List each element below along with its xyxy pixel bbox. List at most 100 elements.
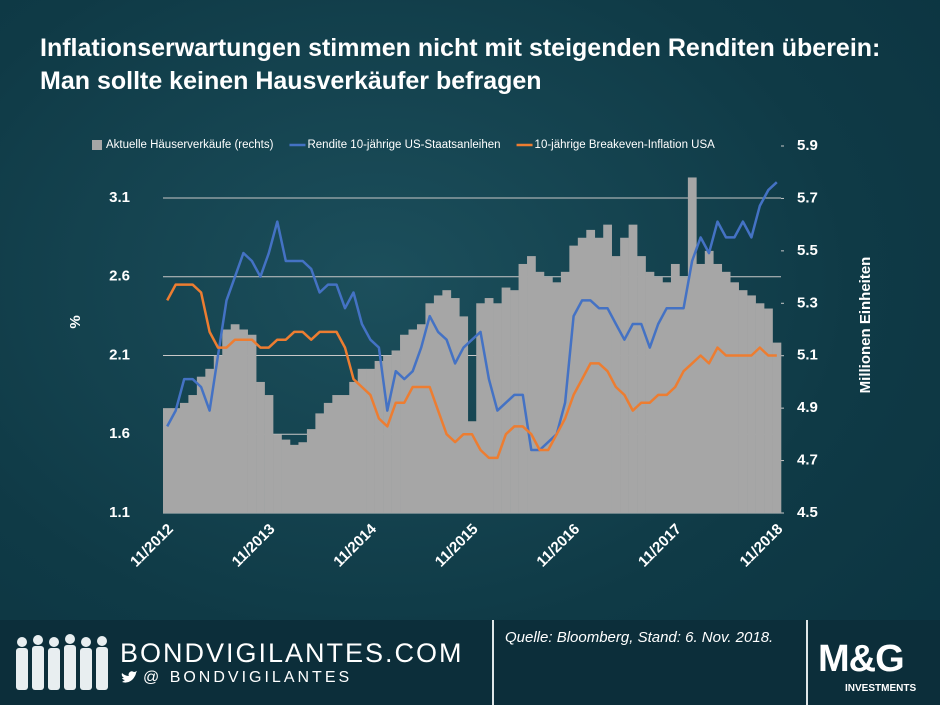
site-name: BONDVIGILANTES.COM bbox=[120, 638, 464, 668]
x-tick-label: 11/2016 bbox=[533, 521, 583, 571]
bar bbox=[163, 408, 172, 513]
bar bbox=[637, 256, 646, 513]
bar bbox=[713, 263, 723, 513]
bar bbox=[747, 295, 756, 513]
bar bbox=[730, 282, 739, 513]
bar bbox=[527, 256, 536, 513]
y2-tick-label: 4.7 bbox=[797, 452, 818, 469]
y2-axis-label: Millionen Einheiten bbox=[857, 257, 874, 394]
bar bbox=[628, 224, 638, 513]
bar bbox=[450, 298, 460, 513]
bar bbox=[433, 295, 443, 513]
divider bbox=[806, 620, 808, 705]
chart-title: Inflationserwartungen stimmen nicht mit … bbox=[40, 34, 881, 95]
legend-label: Rendite 10-jährige US-Staatsanleihen bbox=[307, 139, 500, 151]
y-tick-label: 1.1 bbox=[109, 504, 130, 521]
bar bbox=[755, 303, 765, 513]
twitter-handle: @ BONDVIGILANTES bbox=[143, 669, 353, 686]
bar bbox=[256, 381, 265, 513]
bar bbox=[408, 329, 418, 513]
bar bbox=[510, 290, 519, 513]
x-tick-label: 11/2018 bbox=[737, 521, 787, 571]
y-axis-label: % bbox=[67, 315, 84, 328]
logo: M&G bbox=[818, 638, 905, 680]
bar bbox=[696, 263, 706, 513]
bar bbox=[721, 271, 731, 513]
bar bbox=[332, 395, 342, 513]
legend-swatch bbox=[92, 140, 102, 150]
x-tick-label: 11/2013 bbox=[229, 521, 279, 571]
y2-tick-label: 5.3 bbox=[797, 294, 818, 311]
bar bbox=[764, 308, 773, 513]
bar bbox=[400, 334, 409, 513]
x-tick-label: 11/2015 bbox=[432, 521, 482, 571]
bar bbox=[306, 429, 316, 513]
logo-sub: INVESTMENTS bbox=[845, 683, 917, 694]
bar bbox=[535, 271, 545, 513]
bar bbox=[179, 402, 189, 513]
y-tick-label: 2.6 bbox=[109, 268, 130, 285]
bar bbox=[315, 413, 325, 513]
bar bbox=[264, 395, 274, 513]
chart: 1.1 1.6 2.1 2.6 3.1 4.5 4.7 4.9 5.1 5.3 5.5 5.7 5.9%… bbox=[67, 137, 874, 571]
bar bbox=[289, 444, 299, 513]
bar bbox=[476, 303, 485, 513]
bar bbox=[230, 324, 240, 513]
y-tick-label: 2.1 bbox=[109, 346, 130, 363]
bar bbox=[662, 282, 672, 513]
y2-tick-label: 4.9 bbox=[797, 399, 818, 416]
bar bbox=[416, 324, 426, 513]
bar bbox=[543, 277, 553, 513]
bar bbox=[704, 250, 714, 513]
bar bbox=[205, 368, 215, 513]
bar bbox=[738, 290, 748, 513]
bar bbox=[577, 237, 587, 513]
bar bbox=[247, 334, 257, 513]
silhouettes bbox=[16, 634, 108, 690]
bar bbox=[323, 402, 333, 513]
bar bbox=[273, 434, 282, 513]
bar bbox=[552, 282, 562, 513]
bar bbox=[340, 395, 350, 513]
bar bbox=[349, 381, 359, 513]
y2-tick-label: 5.1 bbox=[797, 347, 818, 364]
bar bbox=[298, 442, 308, 513]
bar bbox=[620, 237, 629, 513]
legend-label: Aktuelle Häuserverkäufe (rechts) bbox=[106, 139, 274, 151]
y2-tick-label: 5.9 bbox=[797, 137, 818, 154]
bar bbox=[687, 177, 697, 513]
divider bbox=[492, 620, 494, 705]
bar bbox=[196, 376, 206, 513]
bar bbox=[569, 245, 579, 513]
bar bbox=[425, 303, 435, 513]
bar bbox=[383, 355, 392, 513]
bar bbox=[391, 350, 401, 513]
source-note: Quelle: Bloomberg, Stand: 6. Nov. 2018. bbox=[505, 629, 774, 646]
bar bbox=[586, 229, 596, 513]
y-tick-label: 3.1 bbox=[109, 189, 130, 206]
y-tick-label: 1.6 bbox=[109, 425, 130, 442]
bar bbox=[239, 329, 248, 513]
legend-label: 10-jährige Breakeven-Inflation USA bbox=[535, 139, 716, 151]
bar bbox=[484, 298, 494, 513]
line bbox=[166, 181, 778, 452]
x-tick-label: 11/2012 bbox=[127, 521, 177, 571]
bar bbox=[459, 316, 469, 513]
x-tick-label: 11/2014 bbox=[330, 520, 380, 570]
bar bbox=[467, 421, 477, 513]
y2-tick-label: 5.7 bbox=[797, 189, 818, 206]
bar bbox=[772, 342, 782, 513]
bar bbox=[679, 277, 689, 513]
footer: BONDVIGILANTES.COM @ BONDVIGILANTES Quel… bbox=[0, 620, 940, 705]
bar bbox=[442, 290, 452, 513]
bar bbox=[603, 224, 612, 513]
bar bbox=[222, 329, 232, 513]
bar bbox=[357, 368, 367, 513]
bar bbox=[611, 256, 621, 513]
bar bbox=[188, 395, 198, 513]
bar bbox=[281, 439, 291, 513]
bar bbox=[374, 360, 384, 513]
bar bbox=[171, 408, 181, 513]
bar bbox=[366, 368, 375, 513]
bar bbox=[518, 263, 528, 513]
